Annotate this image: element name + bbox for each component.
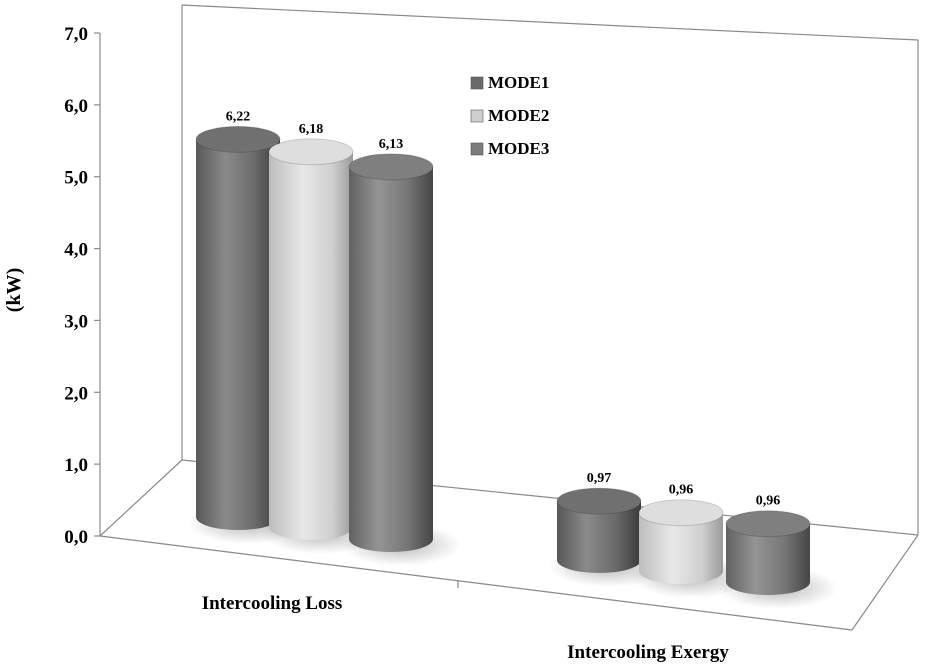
bars: 6,22 6,18 6,13 0,97 0,96 0,96 — [188, 109, 838, 609]
y-tick-label: 0,0 — [64, 527, 88, 548]
floor-right-edge — [851, 534, 919, 631]
legend-label: MODE3 — [488, 139, 549, 158]
bar-body — [269, 151, 353, 541]
data-label: 0,97 — [587, 471, 612, 486]
data-label: 0,96 — [669, 483, 694, 498]
legend-item-mode2: MODE2 — [470, 106, 549, 125]
bar-mode2-exergy: 0,96 — [631, 483, 751, 598]
category-label-intercooling-loss: Intercooling Loss — [202, 593, 343, 614]
y-tick-label: 7,0 — [64, 24, 88, 45]
data-label: 0,96 — [756, 494, 781, 509]
legend: MODE1 MODE2 MODE3 — [470, 73, 549, 158]
y-axis-label: (kW) — [3, 268, 25, 312]
data-label: 6,18 — [299, 122, 324, 137]
legend-swatch — [470, 76, 484, 90]
bar-body — [196, 139, 280, 530]
floor-front-edge — [99, 535, 853, 631]
y-tick-label: 3,0 — [64, 311, 88, 332]
bar-body — [557, 501, 641, 573]
legend-item-mode1: MODE1 — [470, 73, 549, 92]
data-label: 6,22 — [226, 109, 251, 124]
bar-top — [268, 138, 354, 166]
bar-top — [638, 499, 724, 527]
bar-mode1-exergy: 0,97 — [549, 471, 669, 587]
bar-mode3-loss: 6,13 — [341, 137, 461, 566]
y-axis-ticks: 0,0 1,0 2,0 3,0 4,0 5,0 6,0 7,0 — [64, 24, 100, 548]
y-tick-label: 5,0 — [64, 168, 88, 189]
y-tick-label: 2,0 — [64, 383, 88, 404]
bar-body — [639, 512, 723, 584]
bar-top — [195, 125, 281, 153]
floor-left-edge — [99, 459, 183, 537]
legend-swatch — [470, 142, 484, 156]
category-label-intercooling-exergy: Intercooling Exergy — [567, 642, 729, 663]
bar-top — [725, 510, 811, 538]
bar-body — [349, 166, 433, 553]
y-tick-label: 6,0 — [64, 96, 88, 117]
bar-mode1-loss: 6,22 — [188, 109, 308, 544]
legend-item-mode3: MODE3 — [470, 139, 549, 158]
bar-top — [556, 487, 642, 515]
back-top-edge — [181, 4, 919, 41]
legend-label: MODE1 — [488, 73, 549, 92]
bar-top — [348, 153, 434, 181]
legend-swatch — [470, 109, 484, 123]
bar-mode3-exergy: 0,96 — [718, 494, 838, 609]
bar-body — [726, 523, 810, 595]
data-label: 6,13 — [379, 137, 404, 152]
y-tick-label: 1,0 — [64, 455, 88, 476]
y-tick-label: 4,0 — [64, 240, 88, 261]
legend-label: MODE2 — [488, 106, 549, 125]
